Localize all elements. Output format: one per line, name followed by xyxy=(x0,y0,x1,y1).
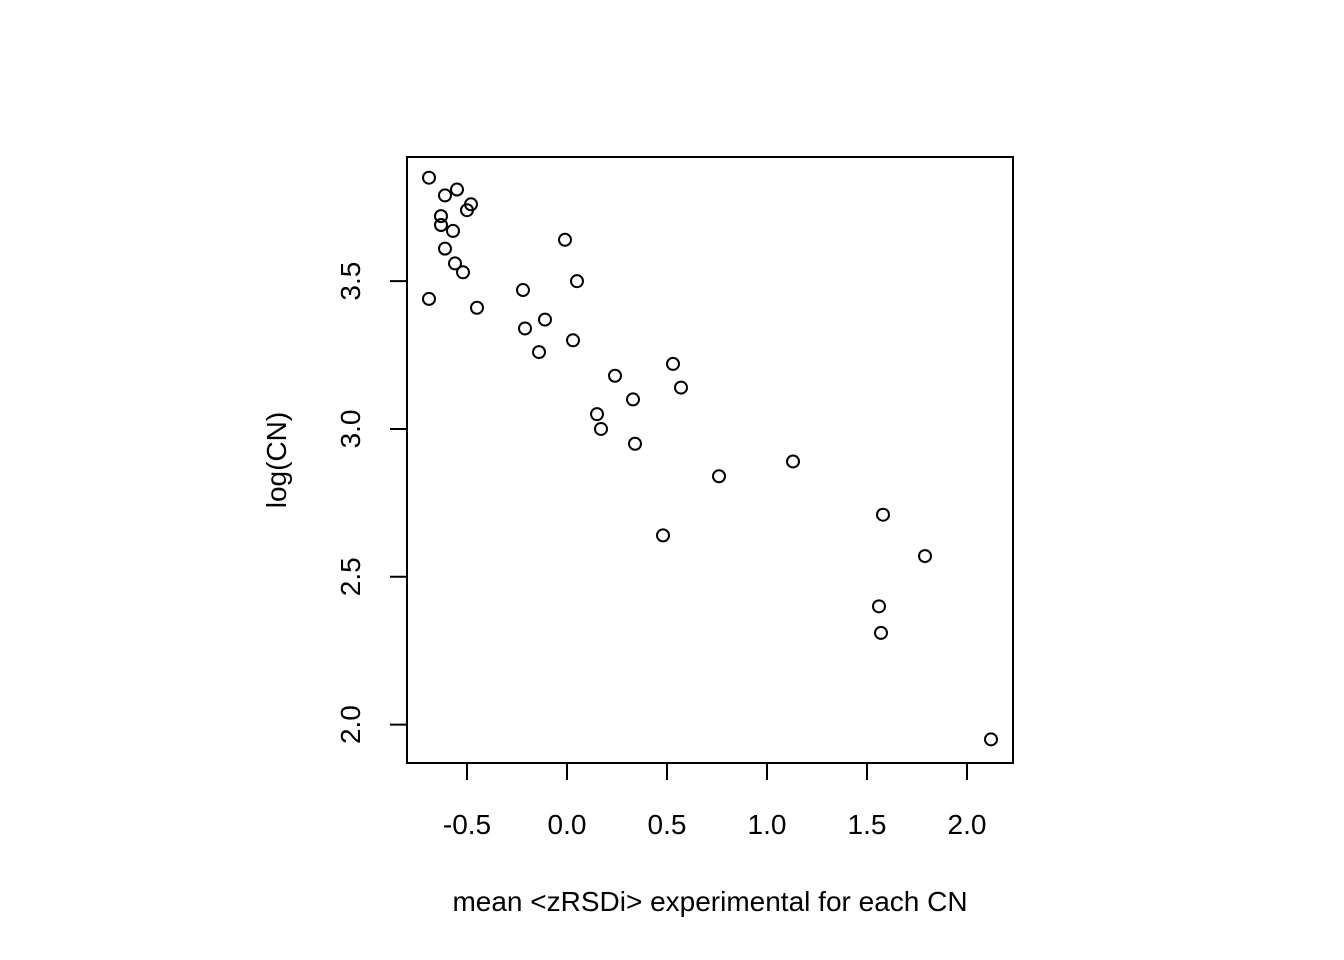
y-axis-title: log(CN) xyxy=(261,412,292,508)
data-point xyxy=(712,469,726,484)
plot-frame xyxy=(406,156,1014,764)
data-point xyxy=(626,392,640,407)
data-point xyxy=(532,345,546,360)
data-point xyxy=(656,528,670,543)
data-point xyxy=(470,300,484,315)
x-tick-label: 0.0 xyxy=(548,809,587,840)
data-point xyxy=(570,274,584,289)
data-point xyxy=(538,312,552,327)
data-point xyxy=(674,380,688,395)
data-point xyxy=(446,223,460,238)
data-point xyxy=(516,283,530,298)
y-tick-label: 3.0 xyxy=(335,409,366,448)
data-point xyxy=(590,407,604,422)
y-tick-label: 2.5 xyxy=(335,557,366,596)
data-point xyxy=(566,333,580,348)
data-point xyxy=(628,436,642,451)
data-point xyxy=(666,356,680,371)
y-tick-label: 2.0 xyxy=(335,705,366,744)
data-point xyxy=(422,291,436,306)
data-point xyxy=(608,368,622,383)
x-tick-label: -0.5 xyxy=(443,809,491,840)
data-point xyxy=(518,321,532,336)
data-point xyxy=(876,507,890,522)
data-point xyxy=(456,265,470,280)
data-point xyxy=(984,732,998,747)
data-point xyxy=(438,188,452,203)
x-tick-label: 2.0 xyxy=(948,809,987,840)
data-point xyxy=(460,203,474,218)
data-point xyxy=(448,256,462,271)
data-points xyxy=(422,170,998,747)
data-point xyxy=(450,182,464,197)
data-point xyxy=(786,454,800,469)
data-point xyxy=(872,599,886,614)
data-point xyxy=(434,209,448,224)
data-point xyxy=(434,217,448,232)
data-point xyxy=(438,241,452,256)
y-tick-label: 3.5 xyxy=(335,262,366,301)
x-axis-title: mean <zRSDi> experimental for each CN xyxy=(452,886,967,917)
data-point xyxy=(594,421,608,436)
data-point xyxy=(422,170,436,185)
x-tick-label: 1.5 xyxy=(848,809,887,840)
data-point xyxy=(558,232,572,247)
data-point xyxy=(874,625,888,640)
data-point xyxy=(918,549,932,564)
x-tick-label: 1.0 xyxy=(748,809,787,840)
x-axis: -0.5 0.0 0.5 1.0 1.5 2.0 xyxy=(443,762,987,840)
x-tick-label: 0.5 xyxy=(648,809,687,840)
y-axis: 2.0 2.5 3.0 3.5 xyxy=(335,262,408,744)
